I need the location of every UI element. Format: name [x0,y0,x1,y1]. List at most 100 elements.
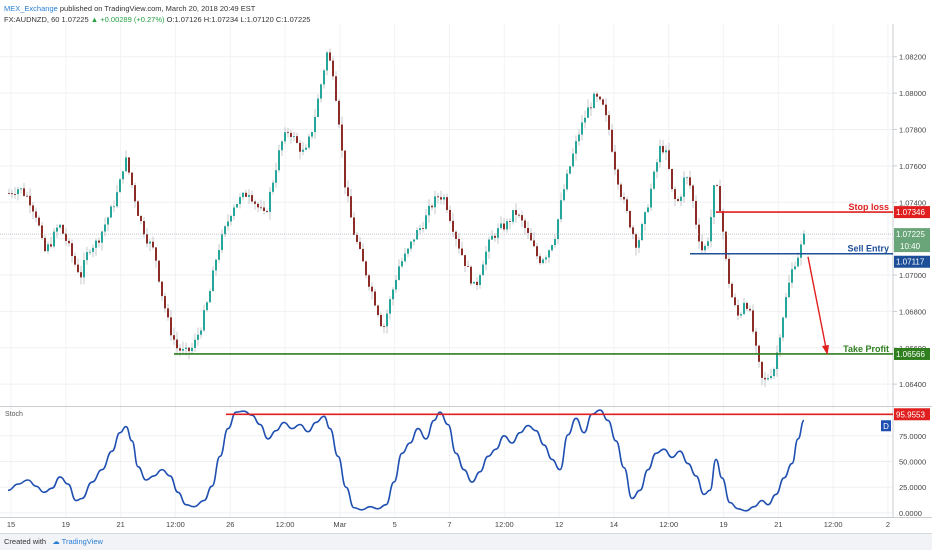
candle-body [239,197,241,204]
candle-body [266,210,268,212]
candle-body [332,60,334,77]
candle-body [527,228,529,233]
candle-body [134,185,136,202]
candle-body [200,330,202,335]
candle-body [437,196,439,198]
stoch-line [7,409,805,512]
candle-body [704,245,706,251]
price-chart[interactable]: Stop loss Sell Entry Take Profit 1.08200… [0,0,932,534]
candle-body [323,70,325,85]
candle-body [716,185,718,187]
candle-body [356,234,358,242]
candle-body [530,232,532,241]
stoch-grid [0,435,893,514]
candle-body [587,107,589,118]
candle-body [647,207,649,213]
candle-body [68,240,70,244]
candle-body [635,234,637,248]
candle-body [743,302,745,315]
candle-body [575,141,577,154]
candle-body [326,52,328,71]
candle-body [230,215,232,222]
candle-body [707,241,709,246]
candle-body [779,337,781,353]
candle-body [71,243,73,256]
candle-body [233,207,235,216]
candle-body [650,188,652,208]
candle-body [290,132,292,137]
candle-body [164,296,166,309]
candle-body [44,237,46,252]
candle-body [512,210,514,222]
candle-body [197,334,199,340]
candle-body [407,248,409,254]
up-arrow-icon: ▲ [90,15,99,24]
candle-body [797,257,799,267]
candle-body [368,275,370,287]
candle-body [227,221,229,227]
candle-body [452,220,454,232]
stop-loss-price: 1.07346 [896,208,925,217]
candle-body [584,117,586,123]
candle-body [605,104,607,116]
candle-body [311,132,313,137]
projection-arrow[interactable] [807,256,827,349]
publisher-link[interactable]: MEX_Exchange [4,4,58,13]
candle-body [440,197,442,200]
candle-body [320,84,322,99]
candle-body [569,166,571,174]
candle-body [620,184,622,197]
time-tick-label: 26 [226,520,234,529]
candle-body [422,228,424,230]
candle-body [53,231,55,247]
candle-body [140,215,142,222]
time-tick-label: 15 [7,520,15,529]
candle-body [221,234,223,250]
candle-body [731,283,733,298]
candle-body [80,272,82,278]
candle-body [317,98,319,117]
candle-body [35,211,37,218]
candle-body [614,151,616,170]
candle-body [215,259,217,271]
candle-body [47,244,49,252]
candle-body [293,136,295,137]
candle-body [728,258,730,284]
candle-body [554,239,556,246]
tradingview-brand[interactable]: TradingView [61,537,103,546]
price-change: +0.00289 (+0.27%) [100,15,165,24]
stoch-axis[interactable]: 75.0000 50.0000 25.0000 0.0000 [899,432,926,518]
candle-body [269,191,271,212]
candle-body [533,240,535,247]
time-tick-label: 21 [116,520,124,529]
time-axis[interactable]: 15 19 21 12:00 26 12:00 Mar 5 7 12:00 12 14 12:00 19 2… [7,520,890,529]
candle-body [353,217,355,235]
candle-body [263,207,265,211]
price-tick-label: 1.08000 [899,89,926,98]
candle-body [86,252,88,261]
candle-body [773,368,775,377]
candle-body [212,270,214,292]
candle-body [599,96,601,100]
time-tick-label: 21 [774,520,782,529]
candle-body [392,289,394,300]
candle-body [374,291,376,306]
candle-body [161,281,163,297]
candle-body [470,266,472,284]
candle-body [32,205,34,212]
candle-body [116,192,118,207]
candle-body [734,297,736,306]
candle-body [770,376,772,379]
time-tick-label: 7 [447,520,451,529]
candle-body [182,349,184,351]
time-tick-label: 19 [719,520,727,529]
candle-body [347,187,349,197]
candle-body [242,192,244,198]
candle-body [695,200,697,225]
time-tick-label: Mar [333,520,346,529]
price-axis[interactable]: 1.08200 1.08000 1.07800 1.07600 1.07400 1.072… [893,53,926,389]
candle-body [689,177,691,186]
candle-body [251,195,253,202]
candle-body [257,203,259,208]
candle-body [680,196,682,201]
